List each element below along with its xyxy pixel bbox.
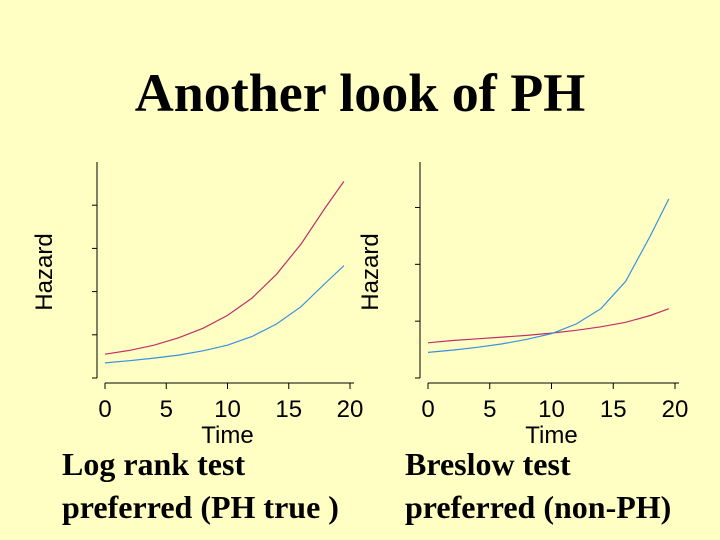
right-series-line-0: [427, 308, 670, 344]
right-x-axis-label: Time: [525, 422, 577, 449]
right-y-axis-label: Hazard: [357, 233, 384, 310]
page-title: Another look of PH: [134, 63, 586, 123]
left-x-tick-label-0: 0: [98, 396, 111, 423]
left-x-tick-label-4: 20: [337, 396, 364, 423]
right-x-tick-label-1: 5: [483, 396, 496, 423]
right-x-tick-label-2: 10: [538, 396, 565, 423]
left-x-axis-label: Time: [201, 422, 253, 449]
caption-left-line1: Log rank test: [62, 446, 246, 482]
left-x-tick-label-2: 10: [214, 396, 241, 423]
right-series-line-1: [427, 198, 670, 353]
caption-right-line2: preferred (non-PH): [405, 489, 672, 525]
caption-left-line2: preferred (PH true ): [62, 489, 339, 525]
right-x-tick-label-3: 15: [600, 396, 627, 423]
right-x-tick-label-0: 0: [421, 396, 434, 423]
left-series-line-0: [104, 181, 345, 355]
right-x-tick-label-4: 20: [662, 396, 689, 423]
left-x-tick-label-3: 15: [275, 396, 302, 423]
left-y-axis-label: Hazard: [31, 233, 58, 310]
left-x-tick-label-1: 5: [160, 396, 173, 423]
left-series-line-1: [104, 265, 345, 364]
caption-right-line1: Breslow test: [405, 446, 571, 482]
